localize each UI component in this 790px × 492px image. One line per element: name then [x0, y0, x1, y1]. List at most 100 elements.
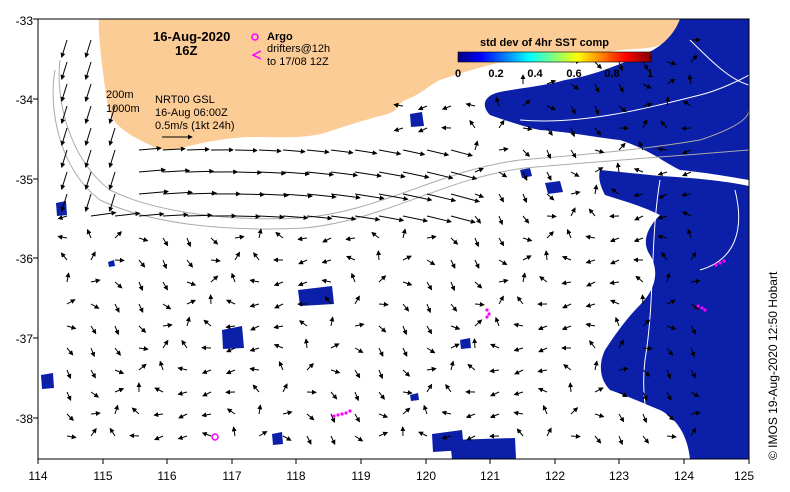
current-vector-arrow — [568, 382, 574, 393]
current-vector-arrow — [159, 360, 164, 371]
current-vector-arrow — [138, 325, 147, 333]
current-vector-arrow — [642, 83, 652, 89]
current-vector-arrow — [495, 96, 500, 107]
current-vector-arrow — [657, 214, 668, 220]
sst-data-patches — [41, 19, 749, 459]
current-vector-arrow — [666, 78, 676, 85]
current-vector-arrow — [202, 391, 212, 397]
current-vector-arrow — [610, 259, 620, 265]
current-vector-arrow — [138, 237, 149, 242]
current-vector-arrow — [609, 280, 620, 286]
current-vector-arrow — [378, 413, 389, 419]
current-vector-arrow — [60, 149, 68, 168]
current-vector-arrow — [426, 281, 433, 291]
current-vector-arrow — [450, 281, 456, 292]
current-vector-arrow — [513, 322, 524, 328]
current-vector-arrow — [402, 149, 426, 157]
current-vector-arrow — [682, 211, 692, 217]
lat-tick-label: -36 — [16, 252, 34, 266]
current-vector-arrow — [299, 320, 308, 327]
current-vector-arrow — [657, 146, 668, 152]
current-vector-arrow — [234, 213, 261, 219]
current-vector-arrow — [57, 215, 68, 220]
current-vector-arrow — [537, 325, 548, 331]
current-vector-arrow — [690, 251, 697, 261]
current-vector-arrow — [474, 215, 482, 224]
current-vector-arrow — [618, 142, 626, 151]
current-vector-arrow — [472, 338, 478, 349]
current-vector-arrow — [66, 347, 74, 356]
current-vector-arrow — [114, 231, 122, 239]
current-vector-arrow — [177, 390, 188, 396]
current-vector-arrow — [618, 83, 624, 93]
current-vector-arrow — [66, 299, 76, 305]
current-vector-arrow — [498, 119, 505, 129]
current-vector-arrow — [253, 252, 260, 261]
current-vector-arrow — [84, 61, 92, 80]
current-vector-arrow — [90, 210, 117, 217]
argo-float-marker — [211, 433, 219, 441]
current-vector-arrow — [633, 167, 644, 173]
current-vector-arrow — [681, 192, 692, 198]
current-vector-arrow — [178, 413, 188, 419]
current-vector-arrow — [114, 281, 123, 289]
current-vector-arrow — [635, 275, 644, 283]
colorbar-title: std dev of 4hr SST comp — [480, 37, 609, 49]
current-vector-arrow — [378, 275, 387, 283]
current-vector-arrow — [378, 391, 385, 400]
current-vector-arrow — [546, 193, 555, 201]
current-vector-arrow — [633, 237, 644, 243]
lon-tick-label: 115 — [93, 469, 112, 483]
current-vector-arrow — [162, 237, 169, 247]
current-vector-arrow — [60, 83, 68, 102]
current-vector-arrow — [498, 278, 509, 284]
current-vector-arrow — [489, 368, 500, 374]
current-vector-arrow — [498, 237, 505, 247]
current-vector-arrow — [90, 303, 100, 309]
current-vector-arrow — [546, 427, 552, 437]
lat-tick-label: -35 — [16, 173, 34, 187]
current-vector-arrow — [537, 387, 548, 393]
current-vector-arrow — [449, 360, 455, 371]
lat-tick-label: -33 — [16, 14, 34, 28]
colorbar-tick: 1 — [647, 68, 653, 80]
current-vector-arrow — [66, 434, 77, 440]
current-vector-arrow — [498, 259, 508, 266]
current-vector-arrow — [282, 215, 309, 221]
current-vector-arrow — [114, 387, 125, 393]
current-vector-arrow — [657, 234, 668, 240]
current-vector-arrow — [162, 212, 189, 218]
current-vector-arrow — [594, 127, 602, 136]
current-vector-arrow — [546, 213, 557, 219]
current-vector-arrow — [585, 234, 596, 240]
current-vector-arrow — [618, 413, 625, 423]
current-time-label: 16-Aug 06:00Z — [155, 107, 228, 119]
current-vector-arrow — [417, 105, 428, 111]
current-vector-arrow — [203, 319, 212, 327]
current-vector-arrow — [234, 234, 245, 240]
current-vector-arrow — [594, 435, 602, 444]
current-vector-arrow — [186, 190, 218, 196]
current-vector-arrow — [90, 369, 96, 379]
current-vector-arrow — [522, 255, 532, 261]
hour-title: 16Z — [175, 43, 197, 58]
current-vector-arrow — [450, 215, 476, 224]
lat-tick-label: -38 — [16, 412, 34, 426]
current-vector-arrow — [594, 167, 604, 173]
current-vector-arrow — [402, 407, 411, 415]
current-vector-arrow — [278, 361, 284, 371]
imos-credit: © IMOS 19-Aug-2020 12:50 Hobart — [766, 271, 780, 460]
current-vector-arrow — [378, 347, 384, 357]
current-vector-arrow — [57, 234, 68, 240]
current-vector-arrow — [258, 431, 268, 437]
current-vector-arrow — [257, 404, 263, 415]
current-vector-arrow — [690, 303, 700, 310]
current-vector-arrow — [108, 193, 116, 212]
current-vector-arrow — [513, 410, 524, 416]
current-vector-arrow — [321, 278, 332, 284]
current-vector-arrow — [546, 171, 552, 181]
current-vector-arrow — [306, 149, 330, 155]
current-vector-arrow — [329, 316, 335, 327]
current-vector-arrow — [633, 192, 644, 198]
argo-legend-label: Argo — [267, 31, 293, 43]
